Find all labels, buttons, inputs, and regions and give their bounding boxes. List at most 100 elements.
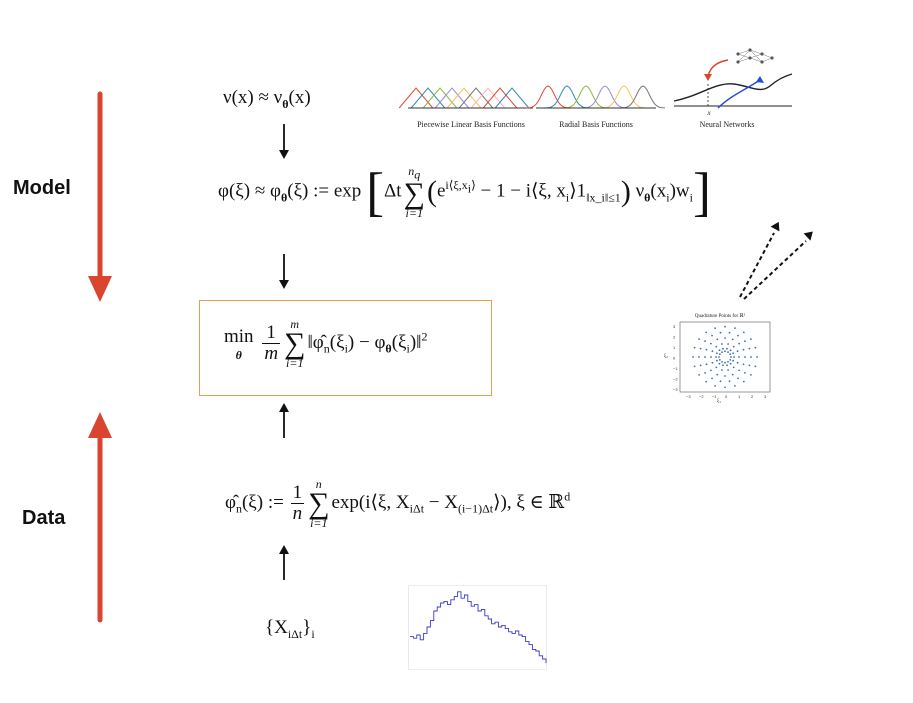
quadrature-y-tick: −2 [673, 377, 678, 382]
quadrature-x-tick: 2 [751, 394, 754, 399]
piecewise-basis-line [494, 87, 530, 109]
quadrature-point [730, 356, 732, 358]
quadrature-point [721, 361, 723, 363]
quadrature-point [726, 347, 728, 350]
radial-basis-line [544, 85, 590, 109]
quadrature-point [724, 375, 726, 377]
quadrature-x-tick: 3 [764, 394, 767, 399]
radial-basis-plot [525, 85, 666, 109]
quadrature-x-tick: −2 [699, 394, 704, 399]
piecewise-basis-line [470, 87, 506, 109]
quadrature-point [719, 380, 722, 383]
quadrature-point [733, 356, 735, 358]
quadrature-point [744, 372, 746, 374]
quadrature-point [704, 340, 706, 342]
quadrature-point [754, 346, 757, 349]
quadrature-point [705, 331, 708, 334]
quadrature-point [710, 356, 712, 358]
quadrature-point [732, 345, 735, 348]
quadrature-point [721, 369, 723, 371]
data-label: Data [22, 507, 66, 529]
quadrature-point [727, 343, 729, 345]
quadrature-point [738, 342, 740, 345]
neural-network-plot [673, 48, 793, 109]
nu-approx-formula: ν(x) ≈ νθ(x) [223, 87, 311, 111]
min-objective-formula: min θ 1 m m ∑ i=1 ‖φ̂n(ξi) − φθ(ξi)‖2 [224, 317, 428, 370]
quadrature-point [699, 347, 702, 350]
quadrature-point [732, 352, 734, 355]
quadrature-point [724, 361, 726, 364]
piecewise-basis-line [434, 87, 470, 109]
quadrature-point [736, 361, 739, 364]
piecewise-basis-line [398, 87, 434, 109]
empirical-cf-formula: φ̂n(ξ) := 1 n n ∑ i=1 exp(i⟨ξ, XiΔt − X(i−1)Δ… [225, 477, 571, 530]
piecewise-basis-line [410, 87, 446, 109]
neural-caption: Neural Networks [699, 120, 755, 129]
quadrature-point [729, 349, 732, 352]
quadrature-point [748, 364, 751, 367]
quadrature-point [732, 359, 734, 362]
quadrature-point [718, 353, 721, 355]
quadrature-point [748, 347, 751, 350]
piecewise-caption: Piecewise Linear Basis Functions [417, 120, 525, 129]
quadrature-y-label: ξ₂ [664, 354, 668, 359]
quadrature-point [724, 325, 726, 328]
quadrature-point [724, 337, 726, 339]
quadrature-y-tick: 2 [673, 335, 676, 340]
quadrature-point [734, 327, 736, 329]
quadrature-point [742, 380, 745, 383]
quadrature-y-tick: −1 [673, 366, 678, 371]
quadrature-point [705, 363, 708, 366]
model-label: Model [13, 177, 71, 199]
quadrature-point [744, 340, 746, 342]
samples-formula: {XiΔt}i [265, 617, 315, 641]
quadrature-point [692, 356, 694, 358]
quadrature-points-plot: −3 −2 −1 0 1 2 3 3 2 1 0 −1 −2 −3 [673, 321, 771, 399]
quadrature-point [693, 346, 696, 349]
piecewise-basis-line [446, 87, 482, 109]
piecewise-basis-plot [398, 87, 533, 109]
arrow-up-1 [279, 403, 289, 438]
model-down-arrow [88, 91, 112, 302]
quadrature-point [711, 334, 713, 337]
quadrature-point [693, 365, 696, 368]
quadrature-point [736, 350, 739, 353]
arrow-down-1 [279, 124, 289, 159]
quadrature-point [729, 353, 732, 355]
quadrature-point [737, 377, 739, 380]
quadrature-point [744, 356, 746, 358]
quadrature-point [718, 362, 721, 365]
quadrature-point [722, 364, 724, 367]
quadrature-point [704, 356, 706, 358]
quadrature-point [718, 349, 721, 352]
radial-basis-line [563, 85, 609, 109]
quadrature-point [698, 356, 700, 358]
quadrature-point [718, 359, 721, 361]
quadrature-point [716, 373, 719, 376]
quadrature-point [721, 343, 723, 345]
quadrature-point [729, 359, 732, 361]
phi-model-formula: φ(ξ) ≈ φθ(ξ) := exp [Δt nq ∑ i=1 (ei⟨ξ,xi⟩ −… [218, 162, 711, 223]
radial-caption: Radial Basis Functions [559, 120, 633, 129]
quadrature-point [710, 342, 712, 345]
quadrature-point [724, 350, 726, 353]
quadrature-point [711, 350, 714, 353]
quadrature-point [750, 356, 752, 358]
radial-basis-line [620, 85, 666, 109]
quadrature-point [711, 377, 713, 380]
quadrature-point [698, 338, 700, 340]
arrow-down-2 [279, 254, 289, 289]
piecewise-basis-line [482, 87, 518, 109]
quadrature-point [715, 366, 718, 369]
quadrature-point [716, 359, 718, 362]
radial-basis-line [582, 85, 628, 109]
arrow-up-2 [279, 545, 289, 580]
quadrature-point [698, 374, 700, 376]
quadrature-point [705, 348, 708, 351]
data-up-arrow [88, 412, 112, 623]
quadrature-point [704, 372, 706, 374]
quadrature-link-arrows [739, 221, 813, 300]
quadrature-point [699, 364, 702, 367]
quadrature-point [722, 347, 724, 350]
